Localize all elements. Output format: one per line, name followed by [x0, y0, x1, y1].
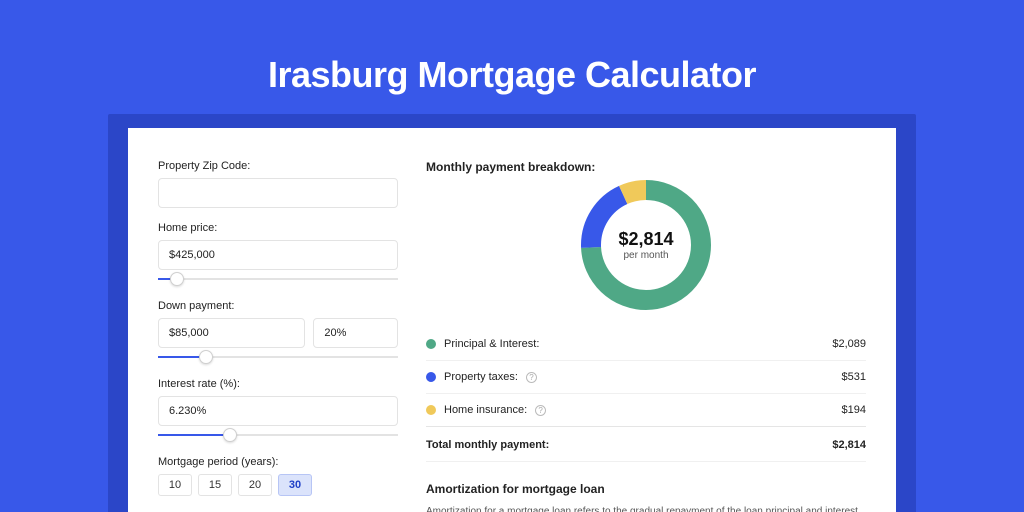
period-option-30[interactable]: 30: [278, 474, 312, 496]
home-price-input[interactable]: [158, 240, 398, 270]
down-payment-label: Down payment:: [158, 300, 398, 312]
donut-center-value: $2,814: [618, 229, 673, 250]
total-row: Total monthly payment: $2,814: [426, 426, 866, 462]
donut-chart: $2,814 per month: [426, 180, 866, 310]
zip-label: Property Zip Code:: [158, 160, 398, 172]
interest-rate-label: Interest rate (%):: [158, 378, 398, 390]
breakdown-value: $531: [842, 371, 866, 383]
breakdown-value: $194: [842, 404, 866, 416]
page-root: Irasburg Mortgage Calculator Property Zi…: [0, 0, 1024, 512]
down-payment-slider[interactable]: [158, 350, 398, 364]
period-option-10[interactable]: 10: [158, 474, 192, 496]
period-option-20[interactable]: 20: [238, 474, 272, 496]
breakdown-label: Principal & Interest:: [444, 338, 539, 350]
breakdown-label: Home insurance:: [444, 404, 527, 416]
swatch: [426, 372, 436, 382]
breakdown-row: Property taxes:? $531: [426, 361, 866, 394]
zip-input[interactable]: [158, 178, 398, 208]
home-price-label: Home price:: [158, 222, 398, 234]
swatch: [426, 339, 436, 349]
breakdown-title: Monthly payment breakdown:: [426, 160, 866, 174]
breakdown-row: Principal & Interest: $2,089: [426, 328, 866, 361]
swatch: [426, 405, 436, 415]
amortization-title: Amortization for mortgage loan: [426, 482, 866, 496]
interest-rate-input[interactable]: [158, 396, 398, 426]
period-option-15[interactable]: 15: [198, 474, 232, 496]
breakdown-row: Home insurance:? $194: [426, 394, 866, 426]
total-label: Total monthly payment:: [426, 439, 549, 451]
down-payment-amount-input[interactable]: [158, 318, 305, 348]
period-label: Mortgage period (years):: [158, 456, 398, 468]
amortization-text: Amortization for a mortgage loan refers …: [426, 504, 866, 512]
down-payment-percent-input[interactable]: [313, 318, 398, 348]
donut-center-sub: per month: [623, 250, 668, 261]
home-price-slider[interactable]: [158, 272, 398, 286]
help-icon[interactable]: ?: [535, 405, 546, 416]
calculator-card: Property Zip Code: Home price: Down paym…: [128, 128, 896, 512]
help-icon[interactable]: ?: [526, 372, 537, 383]
breakdown-column: Monthly payment breakdown: $2,814 per mo…: [426, 152, 866, 504]
form-column: Property Zip Code: Home price: Down paym…: [158, 152, 398, 504]
page-title: Irasburg Mortgage Calculator: [0, 0, 1024, 96]
total-value: $2,814: [832, 439, 866, 451]
period-options: 10 15 20 30: [158, 474, 398, 496]
breakdown-label: Property taxes:: [444, 371, 518, 383]
interest-slider[interactable]: [158, 428, 398, 442]
slider-thumb[interactable]: [223, 428, 237, 442]
slider-thumb[interactable]: [199, 350, 213, 364]
breakdown-value: $2,089: [832, 338, 866, 350]
slider-thumb[interactable]: [170, 272, 184, 286]
